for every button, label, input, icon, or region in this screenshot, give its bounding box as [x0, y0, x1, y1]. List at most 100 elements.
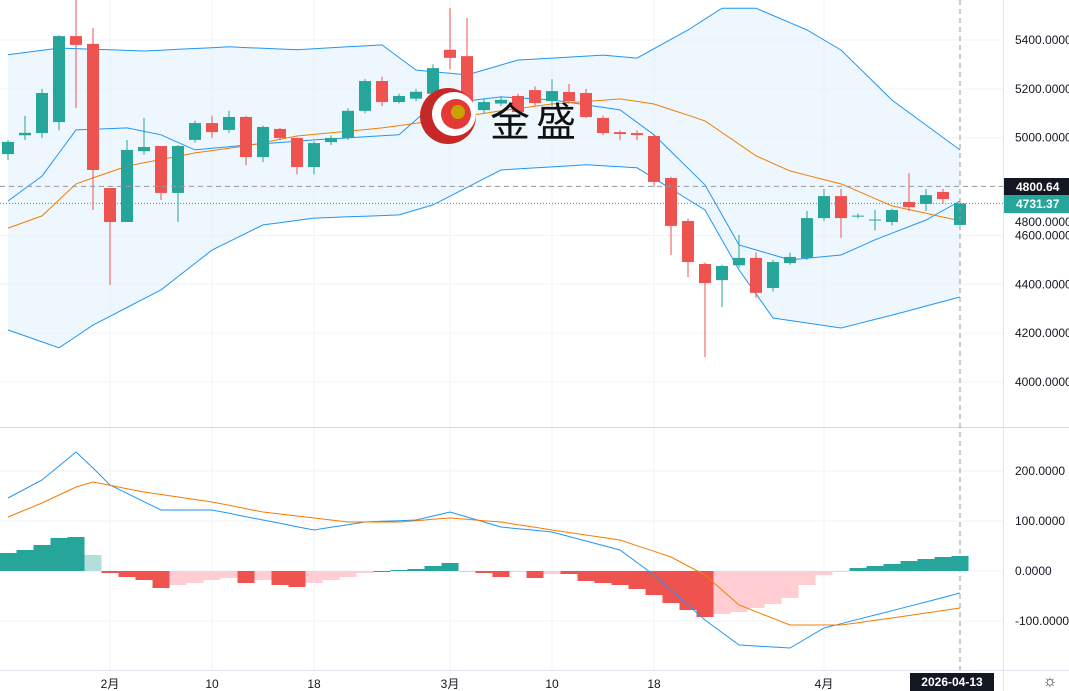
candle-body	[410, 91, 422, 99]
macd-histogram-bar	[84, 555, 102, 571]
candle-body	[376, 81, 388, 103]
candle-body	[19, 132, 31, 136]
candle-body	[801, 218, 813, 258]
macd-dea-line	[7, 481, 961, 626]
candle	[597, 115, 609, 136]
macd-histogram-bar	[339, 571, 357, 577]
time-tick-label: 2月	[101, 677, 120, 691]
candle-body	[682, 221, 694, 263]
candle-body	[546, 91, 558, 102]
price-tick-label: 4200.0000	[1015, 326, 1069, 340]
candle-body	[563, 92, 575, 102]
macd-histogram-bar	[509, 571, 527, 572]
candle-body	[478, 102, 490, 111]
candle	[903, 173, 915, 212]
macd-histogram-bar	[203, 571, 221, 580]
macd-histogram-bar	[237, 571, 255, 583]
candle-body	[138, 147, 150, 152]
macd-tick-label: -100.0000	[1015, 614, 1069, 628]
candle	[716, 264, 728, 308]
candle	[104, 188, 116, 286]
macd-histogram-bar	[900, 561, 918, 571]
candle	[512, 93, 524, 114]
candle	[87, 28, 99, 211]
macd-histogram-bar	[679, 571, 697, 610]
candle-body	[903, 201, 915, 208]
price-tick-label: 5000.0000	[1015, 131, 1069, 145]
candle	[886, 208, 898, 226]
macd-histogram-bar	[220, 571, 238, 578]
candle	[19, 115, 31, 141]
time-tick-label: 3月	[441, 677, 460, 691]
candle-body	[189, 123, 201, 140]
macd-histogram-bar	[424, 566, 442, 571]
candle-body	[767, 262, 779, 288]
logo-emblem-icon	[420, 88, 476, 144]
macd-histogram-bar	[577, 571, 595, 581]
last-price-tag: 4731.37	[1004, 195, 1069, 213]
candle	[869, 209, 881, 231]
candle	[767, 259, 779, 292]
candle	[393, 93, 405, 104]
candle	[274, 127, 286, 141]
candle	[920, 189, 932, 212]
macd-histogram-bar	[254, 571, 272, 580]
candle-body	[257, 126, 269, 158]
candle-body	[648, 136, 660, 182]
macd-histogram-bar	[67, 537, 85, 571]
macd-histogram-bar	[152, 571, 170, 588]
candle	[410, 88, 422, 102]
macd-histogram-bar	[611, 571, 629, 585]
candle-body	[308, 143, 320, 168]
candle	[648, 135, 660, 187]
candle	[376, 76, 388, 106]
settings-gear-icon[interactable]: ☼	[1042, 673, 1058, 690]
macd-histogram-bar	[407, 569, 425, 571]
macd-tick-label: 200.0000	[1015, 464, 1065, 478]
logo-text: 金盛	[490, 100, 582, 146]
candle	[172, 145, 184, 223]
candle	[733, 234, 745, 268]
candle	[665, 176, 677, 255]
macd-histogram-bar	[849, 568, 867, 571]
macd-histogram-bar	[492, 571, 510, 577]
candle-body	[2, 141, 14, 155]
candle-body	[631, 133, 643, 136]
candle-body	[580, 93, 592, 117]
candle	[818, 189, 830, 221]
macd-histogram-bar	[526, 571, 544, 578]
candle-body	[665, 178, 677, 226]
candle	[257, 125, 269, 163]
candle-body	[699, 264, 711, 284]
candle-body	[495, 99, 507, 104]
macd-histogram-bar	[662, 571, 680, 603]
macd-histogram-bar	[475, 571, 493, 573]
candle	[682, 218, 694, 277]
macd-histogram-bar	[288, 571, 306, 587]
macd-histogram-bar	[781, 571, 799, 598]
candle-body	[614, 132, 626, 135]
candle	[308, 141, 320, 175]
candle-body	[427, 68, 439, 94]
candle	[546, 79, 558, 106]
macd-histogram-bar	[645, 571, 663, 595]
candle-body	[512, 95, 524, 113]
macd-histogram-bar	[118, 571, 136, 577]
candle	[444, 7, 456, 70]
logo-watermark: 金盛	[418, 86, 598, 146]
candle	[138, 117, 150, 155]
macd-tick-label: 100.0000	[1015, 514, 1065, 528]
candle-body	[172, 146, 184, 193]
macd-histogram-bar	[135, 571, 153, 580]
candle	[852, 213, 864, 219]
candle	[529, 86, 541, 106]
macd-histogram-bar	[356, 571, 374, 573]
candle-body	[920, 195, 932, 204]
macd-histogram-bar	[322, 571, 340, 580]
candle	[614, 130, 626, 141]
price-tick-label: 4400.0000	[1015, 277, 1069, 291]
macd-histogram-bar	[951, 556, 969, 571]
candle	[206, 115, 218, 138]
candle	[699, 262, 711, 358]
